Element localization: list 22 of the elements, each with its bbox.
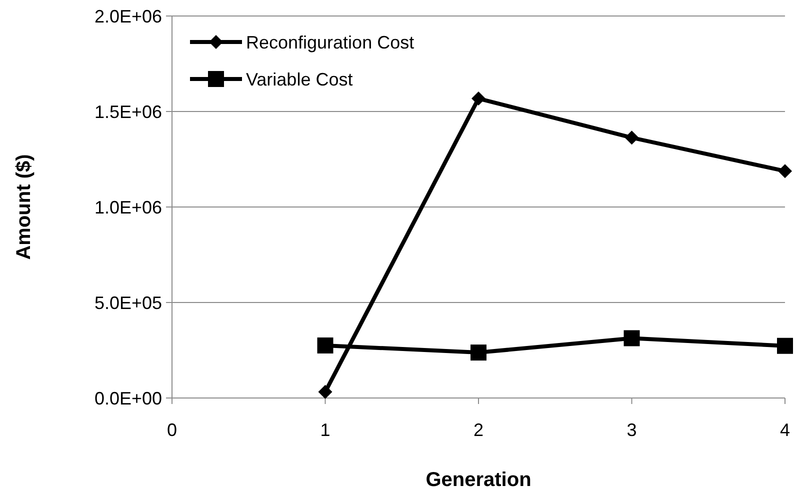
y-tick-label: 2.0E+06 <box>94 6 162 26</box>
y-tick-label: 5.0E+05 <box>94 292 162 313</box>
y-tick-label: 0.0E+00 <box>94 388 162 408</box>
point <box>472 92 486 106</box>
point <box>318 384 332 399</box>
x-tick-label: 0 <box>166 420 178 440</box>
x-tick-label: 2 <box>473 420 484 440</box>
point <box>778 164 792 178</box>
point <box>317 337 334 354</box>
x-tick-label: 3 <box>626 420 637 440</box>
legend-label: Reconfiguration Cost <box>246 32 414 52</box>
y-axis-title: Amount ($) <box>13 154 35 260</box>
legend-label: Variable Cost <box>246 69 353 90</box>
y-tick-label: 1.5E+06 <box>94 102 162 122</box>
x-tick-label: 1 <box>320 420 330 440</box>
x-tick-label: 4 <box>780 420 790 440</box>
point <box>624 130 639 145</box>
point <box>624 330 640 346</box>
x-axis-title: Generation <box>426 469 532 491</box>
y-tick-label: 1.0E+06 <box>94 197 162 218</box>
point <box>470 344 486 361</box>
point <box>777 338 793 354</box>
